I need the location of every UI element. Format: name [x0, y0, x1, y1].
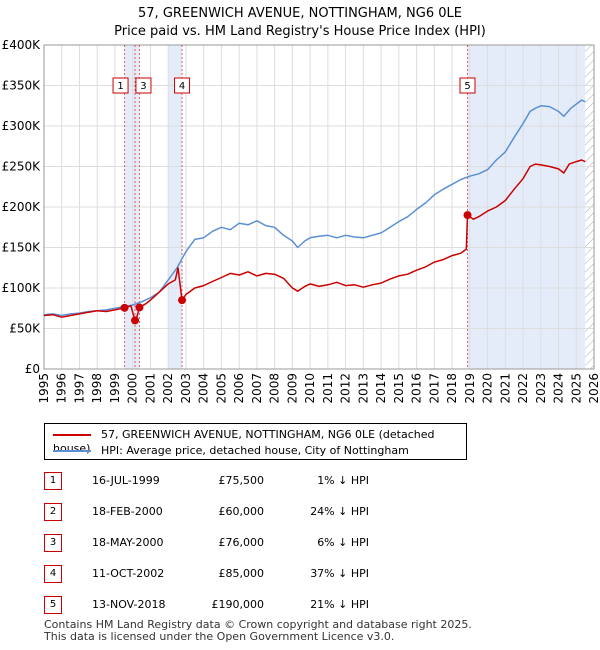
price-chart: £0 £50K £100K £150K £200K £250K £300K £350K £400… — [2, 38, 600, 404]
sale-point-2 — [131, 316, 140, 325]
x-tick-label: 2011 — [321, 373, 335, 404]
transaction-hpi: 6% ↓ HPI — [317, 536, 369, 549]
sale-point-5 — [463, 211, 472, 220]
chart-subtitle: Price paid vs. HM Land Registry's House … — [114, 24, 486, 39]
x-tick-label: 2017 — [427, 373, 441, 404]
sale-label-box — [174, 77, 191, 94]
sale-label-box — [135, 77, 152, 94]
sale-point-4 — [178, 296, 187, 305]
y-tick-label: £300K — [2, 119, 42, 133]
hpi-series-line — [43, 99, 586, 317]
x-tick-label: 2022 — [516, 373, 530, 404]
legend-item-property: 57, GREENWICH AVENUE, NOTTINGHAM, NG6 0L… — [53, 428, 466, 455]
transaction-date: 13-NOV-2018 — [92, 598, 166, 611]
x-tick-label: 2000 — [126, 373, 140, 404]
sale-label-1: 1 — [117, 81, 123, 92]
legend-item-hpi: HPI: Average price, detached house, City… — [53, 444, 409, 458]
y-tick-label: £350K — [2, 79, 42, 93]
transaction-price: £190,000 — [211, 598, 265, 611]
chart-title-block: 57, GREENWICH AVENUE, NOTTINGHAM, NG6 0L… — [0, 5, 600, 41]
sale-point-3 — [135, 303, 144, 312]
sale-label-box — [112, 77, 129, 94]
sale-label-5: 5 — [464, 81, 470, 92]
sale-label-4: 4 — [179, 81, 185, 92]
legend-swatch-blue — [53, 450, 91, 452]
table-row: 1 16-JUL-1999 £75,500 1% ↓ HPI — [44, 472, 384, 490]
x-tick-label: 2013 — [356, 373, 370, 404]
x-tick-label: 2018 — [445, 373, 459, 404]
x-tick-label: 1999 — [108, 373, 122, 404]
x-tick-label: 2010 — [303, 373, 317, 404]
x-tick-label: 2015 — [392, 373, 406, 404]
x-tick-label: 2004 — [197, 373, 211, 404]
sale-point-1 — [120, 303, 129, 312]
x-tick-label: 2016 — [410, 373, 424, 404]
transaction-price: £60,000 — [218, 505, 265, 518]
x-tick-label: 2026 — [587, 373, 600, 404]
x-tick-label: 2003 — [179, 373, 193, 404]
sale-label-3: 3 — [140, 81, 146, 92]
x-tick-label: 2002 — [161, 373, 175, 404]
transaction-number: 4 — [44, 565, 62, 583]
transaction-number: 5 — [44, 596, 62, 614]
transaction-number: 3 — [44, 534, 62, 552]
x-tick-label: 2007 — [250, 373, 264, 404]
transaction-price: £85,000 — [218, 567, 265, 580]
x-tick-label: 2025 — [569, 373, 583, 404]
transaction-hpi: 1% ↓ HPI — [317, 474, 369, 487]
y-tick-label: £250K — [2, 160, 42, 174]
x-tick-label: 1996 — [55, 373, 69, 404]
x-tick-label: 2009 — [285, 373, 299, 404]
y-tick-label: £400K — [2, 38, 42, 52]
transaction-date: 16-JUL-1999 — [92, 474, 160, 487]
x-tick-label: 2006 — [232, 373, 246, 404]
x-tick-label: 2021 — [498, 373, 512, 404]
x-tick-label: 2020 — [481, 373, 495, 404]
x-tick-label: 2005 — [214, 373, 228, 404]
plot-border — [43, 44, 595, 370]
footer: Contains HM Land Registry data © Crown c… — [44, 619, 472, 643]
sale-label-box — [459, 77, 476, 94]
x-tick-label: 1995 — [37, 373, 51, 404]
legend: 57, GREENWICH AVENUE, NOTTINGHAM, NG6 0L… — [44, 423, 467, 460]
x-tick-label: 2023 — [534, 373, 548, 404]
transaction-date: 18-FEB-2000 — [92, 505, 163, 518]
chart-title: 57, GREENWICH AVENUE, NOTTINGHAM, NG6 0L… — [138, 6, 462, 21]
x-tick-label: 2019 — [463, 373, 477, 404]
x-tick-label: 1997 — [72, 373, 86, 404]
transaction-hpi: 37% ↓ HPI — [310, 567, 369, 580]
legend-label-hpi: HPI: Average price, detached house, City… — [101, 444, 409, 457]
transaction-date: 11-OCT-2002 — [92, 567, 165, 580]
y-tick-label: £100K — [2, 281, 42, 295]
table-row: 2 18-FEB-2000 £60,000 24% ↓ HPI — [44, 503, 384, 521]
y-tick-label: £200K — [2, 200, 42, 214]
legend-swatch-red — [53, 434, 91, 436]
transaction-hpi: 21% ↓ HPI — [310, 598, 369, 611]
y-tick-label: £0 — [25, 362, 40, 376]
table-row: 4 11-OCT-2002 £85,000 37% ↓ HPI — [44, 565, 384, 583]
table-row: 3 18-MAY-2000 £76,000 6% ↓ HPI — [44, 534, 384, 552]
x-tick-label: 1998 — [90, 373, 104, 404]
transaction-hpi: 24% ↓ HPI — [310, 505, 369, 518]
x-tick-label: 2012 — [339, 373, 353, 404]
table-row: 5 13-NOV-2018 £190,000 21% ↓ HPI — [44, 596, 384, 614]
y-tick-label: £150K — [2, 241, 42, 255]
x-tick-label: 2014 — [374, 373, 388, 404]
footer-copyright: Contains HM Land Registry data © Crown c… — [44, 618, 472, 631]
x-tick-label: 2001 — [143, 373, 157, 404]
footer-license: This data is licensed under the Open Gov… — [44, 630, 395, 643]
transaction-number: 1 — [44, 472, 62, 490]
transaction-number: 2 — [44, 503, 62, 521]
x-tick-label: 2008 — [268, 373, 282, 404]
transaction-date: 18-MAY-2000 — [92, 536, 164, 549]
x-tick-label: 2024 — [552, 373, 566, 404]
transaction-price: £76,000 — [218, 536, 265, 549]
transaction-price: £75,500 — [218, 474, 265, 487]
y-tick-label: £50K — [9, 322, 41, 336]
